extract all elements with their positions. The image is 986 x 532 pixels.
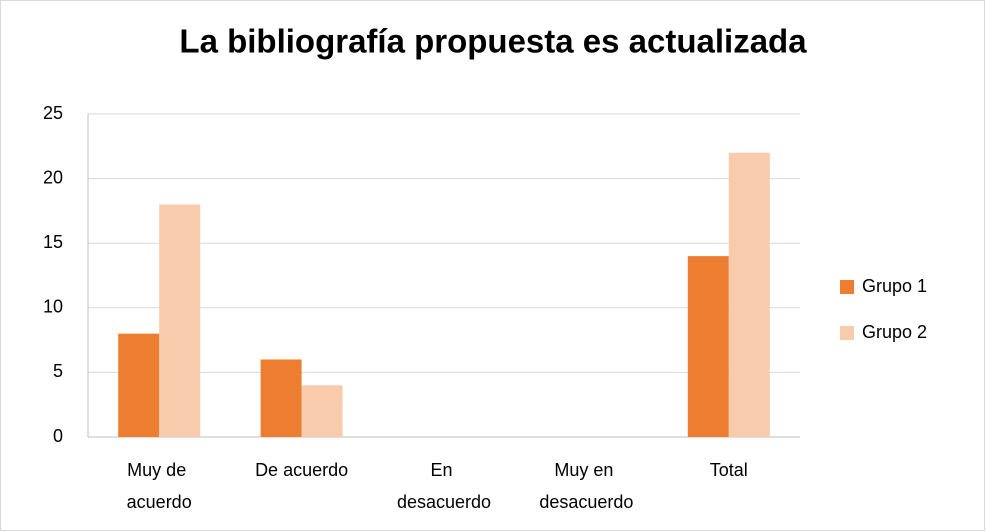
chart-title: La bibliografía propuesta es actualizada [179,23,807,60]
y-tick-label: 20 [43,167,63,187]
y-tick-label: 15 [43,232,63,252]
legend-label: Grupo 2 [862,322,927,342]
legend-swatch [840,326,854,340]
x-tick-label: Muy en desacuerdo [539,460,633,512]
bar [159,204,201,437]
bar [301,385,343,437]
bar [728,152,770,437]
x-tick-label: Muy de acuerdo [127,460,192,512]
legend-label: Grupo 1 [862,276,927,296]
bar [687,256,729,437]
x-tick-label: Total [710,460,748,480]
x-tick-label: De acuerdo [255,460,348,480]
legend-swatch [840,280,854,294]
bar [260,359,302,437]
x-tick-label: En desacuerdo [397,460,491,512]
bar [118,333,160,437]
y-tick-label: 10 [43,297,63,317]
y-tick-label: 25 [43,103,63,123]
y-tick-label: 0 [53,426,63,446]
y-tick-label: 5 [53,361,63,381]
